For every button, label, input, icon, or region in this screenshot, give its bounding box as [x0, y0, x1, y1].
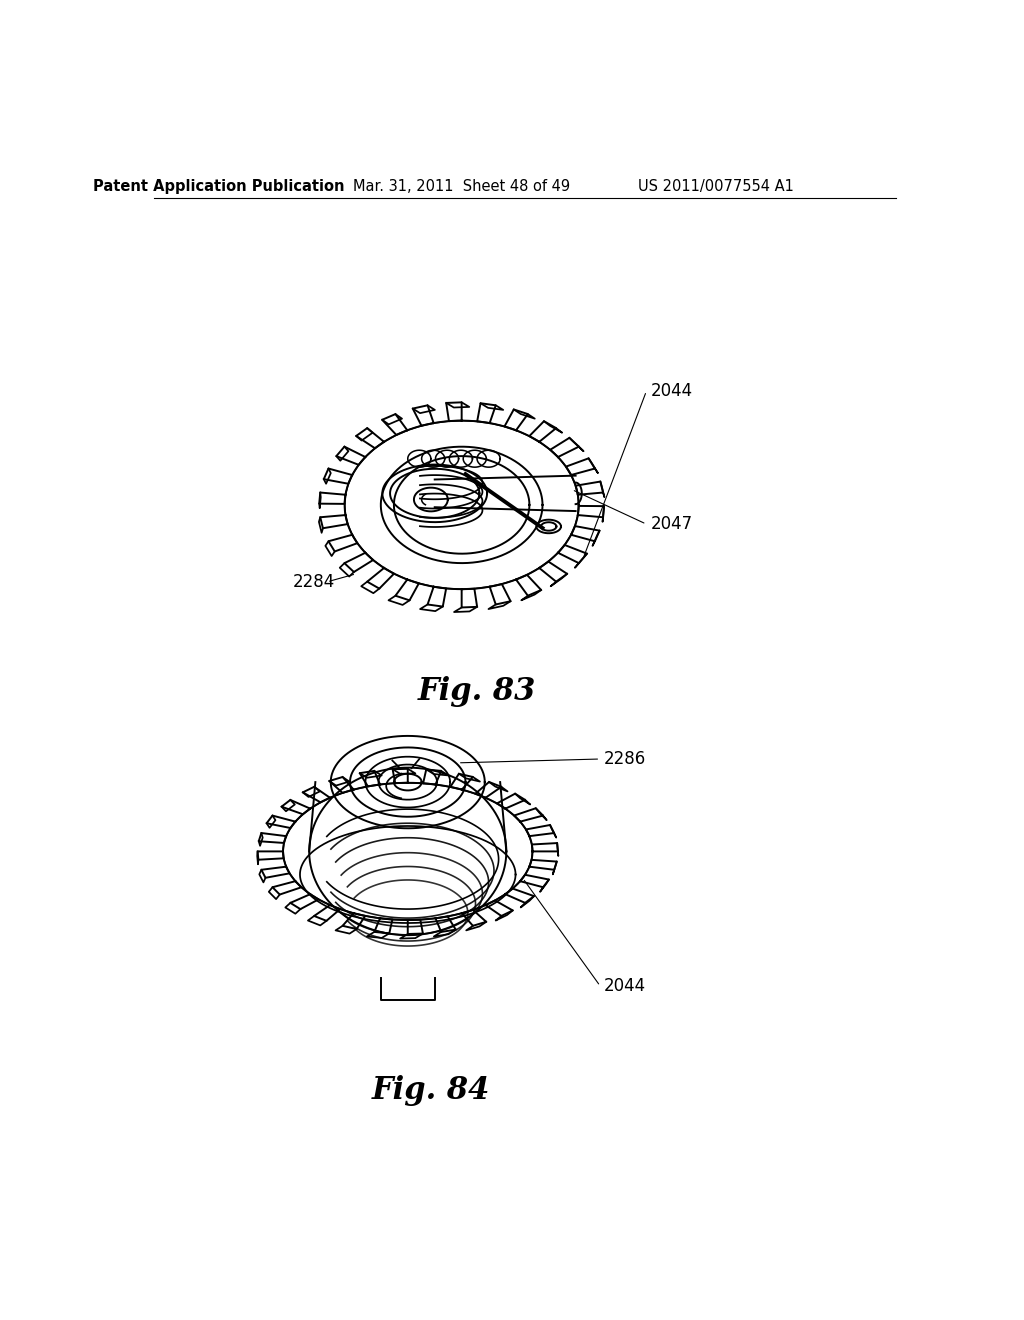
Text: Fig. 83: Fig. 83: [418, 676, 537, 706]
Text: 2044: 2044: [604, 977, 646, 995]
Text: Mar. 31, 2011  Sheet 48 of 49: Mar. 31, 2011 Sheet 48 of 49: [353, 180, 570, 194]
Text: 2286: 2286: [604, 750, 646, 768]
Text: US 2011/0077554 A1: US 2011/0077554 A1: [638, 180, 794, 194]
Text: Fig. 84: Fig. 84: [372, 1074, 490, 1106]
Text: Patent Application Publication: Patent Application Publication: [93, 180, 345, 194]
Text: 2284: 2284: [292, 573, 335, 591]
Text: 2044: 2044: [650, 381, 692, 400]
Text: 2047: 2047: [650, 515, 692, 533]
